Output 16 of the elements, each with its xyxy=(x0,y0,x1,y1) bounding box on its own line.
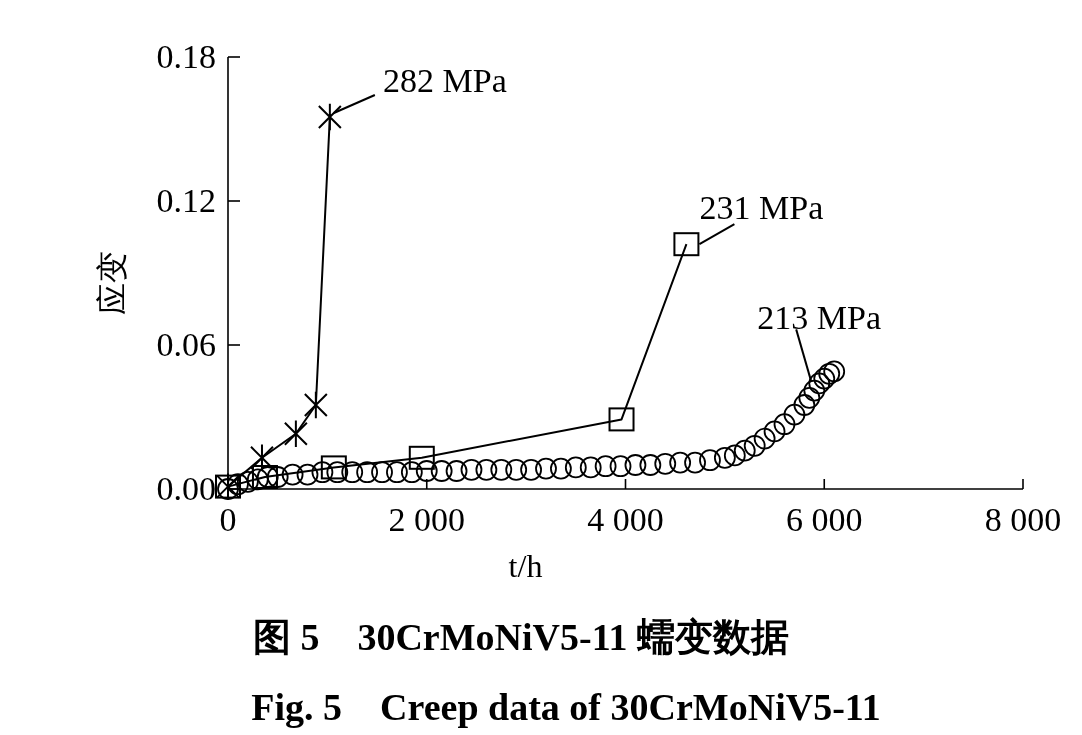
y-tick-label: 0.12 xyxy=(156,182,216,219)
y-tick-label: 0.00 xyxy=(156,470,216,507)
series-label: 213 MPa xyxy=(757,299,882,337)
y-axis-title: 应变 xyxy=(94,251,130,315)
x-axis-title: t/h xyxy=(508,548,543,584)
x-tick-label: 6 000 xyxy=(786,501,863,538)
series-label: 231 MPa xyxy=(699,189,824,227)
y-tick-label: 0.18 xyxy=(156,38,216,75)
x-tick-label: 4 000 xyxy=(587,501,664,538)
x-tick-label: 0 xyxy=(219,501,237,538)
y-tick-label: 0.06 xyxy=(156,326,216,363)
text: 图 5 30CrMoNiV5-11 蠕变数据 xyxy=(252,616,790,658)
x-tick-label: 2 000 xyxy=(388,501,465,538)
legend-label: 282 MPa xyxy=(382,62,507,99)
text: Fig. 5 Creep data of 30CrMoNiV5-11 xyxy=(251,686,881,728)
x-tick-label: 8 000 xyxy=(984,501,1062,538)
